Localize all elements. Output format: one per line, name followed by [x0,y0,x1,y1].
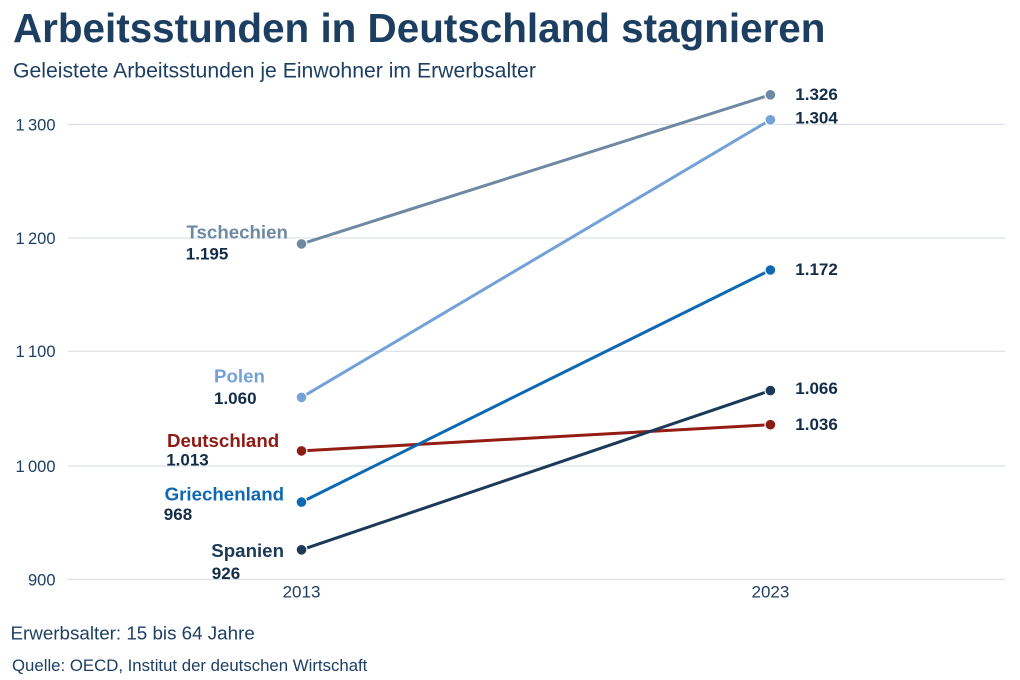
svg-text:Erwerbsalter: 15 bis 64 Jahre: Erwerbsalter: 15 bis 64 Jahre [11,623,255,644]
svg-text:1.066: 1.066 [795,379,838,398]
svg-text:1.060: 1.060 [214,389,257,408]
svg-text:926: 926 [212,564,240,583]
svg-text:2013: 2013 [283,583,321,602]
svg-text:1.172: 1.172 [795,260,838,279]
svg-text:Spanien: Spanien [211,540,284,561]
svg-text:1.013: 1.013 [166,451,209,470]
svg-text:1.195: 1.195 [186,245,229,264]
svg-text:1.036: 1.036 [795,415,838,434]
svg-text:900: 900 [28,571,56,589]
svg-text:1.304: 1.304 [795,109,838,128]
svg-text:Arbeitsstunden in Deutschland: Arbeitsstunden in Deutschland stagnieren [13,5,825,51]
svg-text:1 200: 1 200 [15,230,55,248]
svg-text:Deutschland: Deutschland [167,430,279,451]
svg-text:1 000: 1 000 [15,458,55,476]
svg-text:968: 968 [164,505,192,524]
svg-text:1 100: 1 100 [15,343,55,361]
svg-text:1 300: 1 300 [15,116,55,134]
svg-text:Polen: Polen [214,366,265,387]
svg-text:Quelle: OECD, Institut der deu: Quelle: OECD, Institut der deutschen Wir… [12,656,368,675]
svg-text:Griechenland: Griechenland [165,484,284,505]
svg-text:2023: 2023 [751,583,789,602]
svg-text:Geleistete Arbeitsstunden je E: Geleistete Arbeitsstunden je Einwohner i… [13,60,536,83]
svg-text:1.326: 1.326 [795,85,838,104]
svg-text:Tschechien: Tschechien [187,221,288,242]
